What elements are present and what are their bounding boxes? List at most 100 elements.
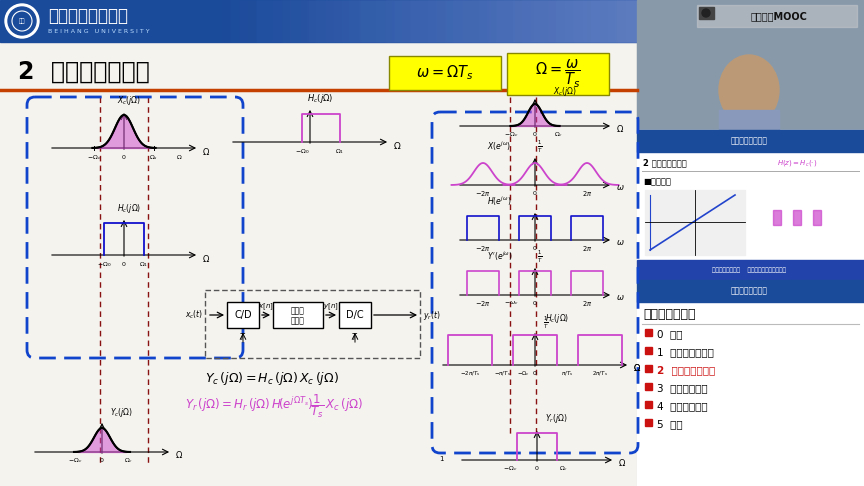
Bar: [324, 0, 325, 42]
Bar: [378, 0, 379, 42]
Bar: [201, 0, 202, 42]
Text: $\omega$: $\omega$: [616, 293, 625, 301]
FancyBboxPatch shape: [507, 53, 609, 95]
Bar: [502, 0, 503, 42]
Bar: [333, 0, 334, 42]
Bar: [332, 0, 333, 42]
Bar: [403, 0, 404, 42]
Text: $x[n]$: $x[n]$: [258, 301, 274, 312]
Text: ■映射关系: ■映射关系: [643, 177, 670, 187]
Text: $Y_r\,(j\Omega)=H_r\,(j\Omega)\,H\!\left(e^{j\Omega T_s}\right)\!\dfrac{1}{T_s}\: $Y_r\,(j\Omega)=H_r\,(j\Omega)\,H\!\left…: [185, 392, 363, 420]
Bar: [566, 0, 567, 42]
Bar: [487, 0, 488, 42]
Text: $0$: $0$: [532, 130, 537, 138]
Bar: [244, 0, 245, 42]
Bar: [523, 0, 524, 42]
Bar: [217, 0, 218, 42]
Bar: [636, 0, 637, 42]
Bar: [625, 0, 626, 42]
Bar: [276, 0, 277, 42]
Bar: [604, 0, 605, 42]
Bar: [536, 0, 537, 42]
Bar: [395, 0, 396, 42]
Bar: [422, 0, 423, 42]
Bar: [528, 0, 529, 42]
Bar: [495, 0, 496, 42]
Text: 离散时: 离散时: [291, 307, 305, 315]
Text: 北京航空航天大学: 北京航空航天大学: [48, 7, 128, 25]
Bar: [425, 0, 426, 42]
Bar: [387, 0, 388, 42]
Bar: [484, 0, 485, 42]
Bar: [319, 0, 320, 42]
Bar: [338, 0, 339, 42]
Text: $\frac{1}{T}$: $\frac{1}{T}$: [537, 249, 543, 265]
Bar: [413, 0, 414, 42]
Bar: [360, 0, 361, 42]
Text: $0$: $0$: [99, 456, 105, 464]
Bar: [313, 0, 314, 42]
Bar: [334, 0, 335, 42]
Text: $2\pi/T_s$: $2\pi/T_s$: [592, 369, 608, 378]
Bar: [228, 0, 229, 42]
Bar: [546, 0, 547, 42]
Bar: [499, 0, 500, 42]
Bar: [574, 0, 575, 42]
Bar: [409, 0, 410, 42]
Bar: [386, 0, 387, 42]
Bar: [486, 0, 487, 42]
Bar: [645, 419, 652, 426]
Bar: [613, 0, 614, 42]
Bar: [306, 0, 307, 42]
Bar: [645, 347, 652, 354]
Text: $\Omega$: $\Omega$: [616, 122, 624, 134]
Bar: [524, 0, 525, 42]
Bar: [434, 0, 435, 42]
Bar: [624, 0, 625, 42]
Bar: [511, 0, 512, 42]
Bar: [424, 0, 425, 42]
Bar: [590, 0, 591, 42]
Text: $\Omega_c$: $\Omega_c$: [124, 456, 134, 465]
Bar: [569, 0, 570, 42]
Text: D/C: D/C: [346, 310, 364, 320]
Bar: [637, 260, 864, 280]
Bar: [246, 0, 247, 42]
Bar: [271, 0, 272, 42]
Text: $1$: $1$: [439, 453, 445, 463]
Bar: [573, 0, 574, 42]
Bar: [236, 0, 237, 42]
Bar: [606, 0, 607, 42]
Bar: [344, 0, 345, 42]
Bar: [252, 0, 253, 42]
Bar: [304, 0, 305, 42]
Bar: [619, 0, 620, 42]
Bar: [417, 0, 418, 42]
Bar: [602, 0, 603, 42]
Bar: [522, 0, 523, 42]
Bar: [518, 0, 519, 42]
Text: 滤波器设计方法: 滤波器设计方法: [643, 308, 696, 320]
Bar: [203, 0, 204, 42]
Bar: [376, 0, 377, 42]
Bar: [320, 0, 321, 42]
Text: $y_r(t)$: $y_r(t)$: [423, 309, 441, 322]
Bar: [262, 0, 263, 42]
Bar: [793, 210, 801, 225]
Text: $H_c(j\Omega)$: $H_c(j\Omega)$: [545, 312, 569, 325]
Bar: [503, 0, 504, 42]
Bar: [555, 0, 556, 42]
Bar: [443, 0, 444, 42]
Text: $-2\pi$: $-2\pi$: [475, 189, 491, 198]
Bar: [447, 0, 448, 42]
Bar: [466, 0, 467, 42]
Bar: [630, 0, 631, 42]
Bar: [381, 0, 382, 42]
Text: $y[n]$: $y[n]$: [323, 301, 339, 312]
Bar: [295, 0, 296, 42]
Bar: [436, 0, 437, 42]
Bar: [206, 0, 207, 42]
Bar: [411, 0, 412, 42]
Bar: [248, 0, 249, 42]
Bar: [373, 0, 374, 42]
